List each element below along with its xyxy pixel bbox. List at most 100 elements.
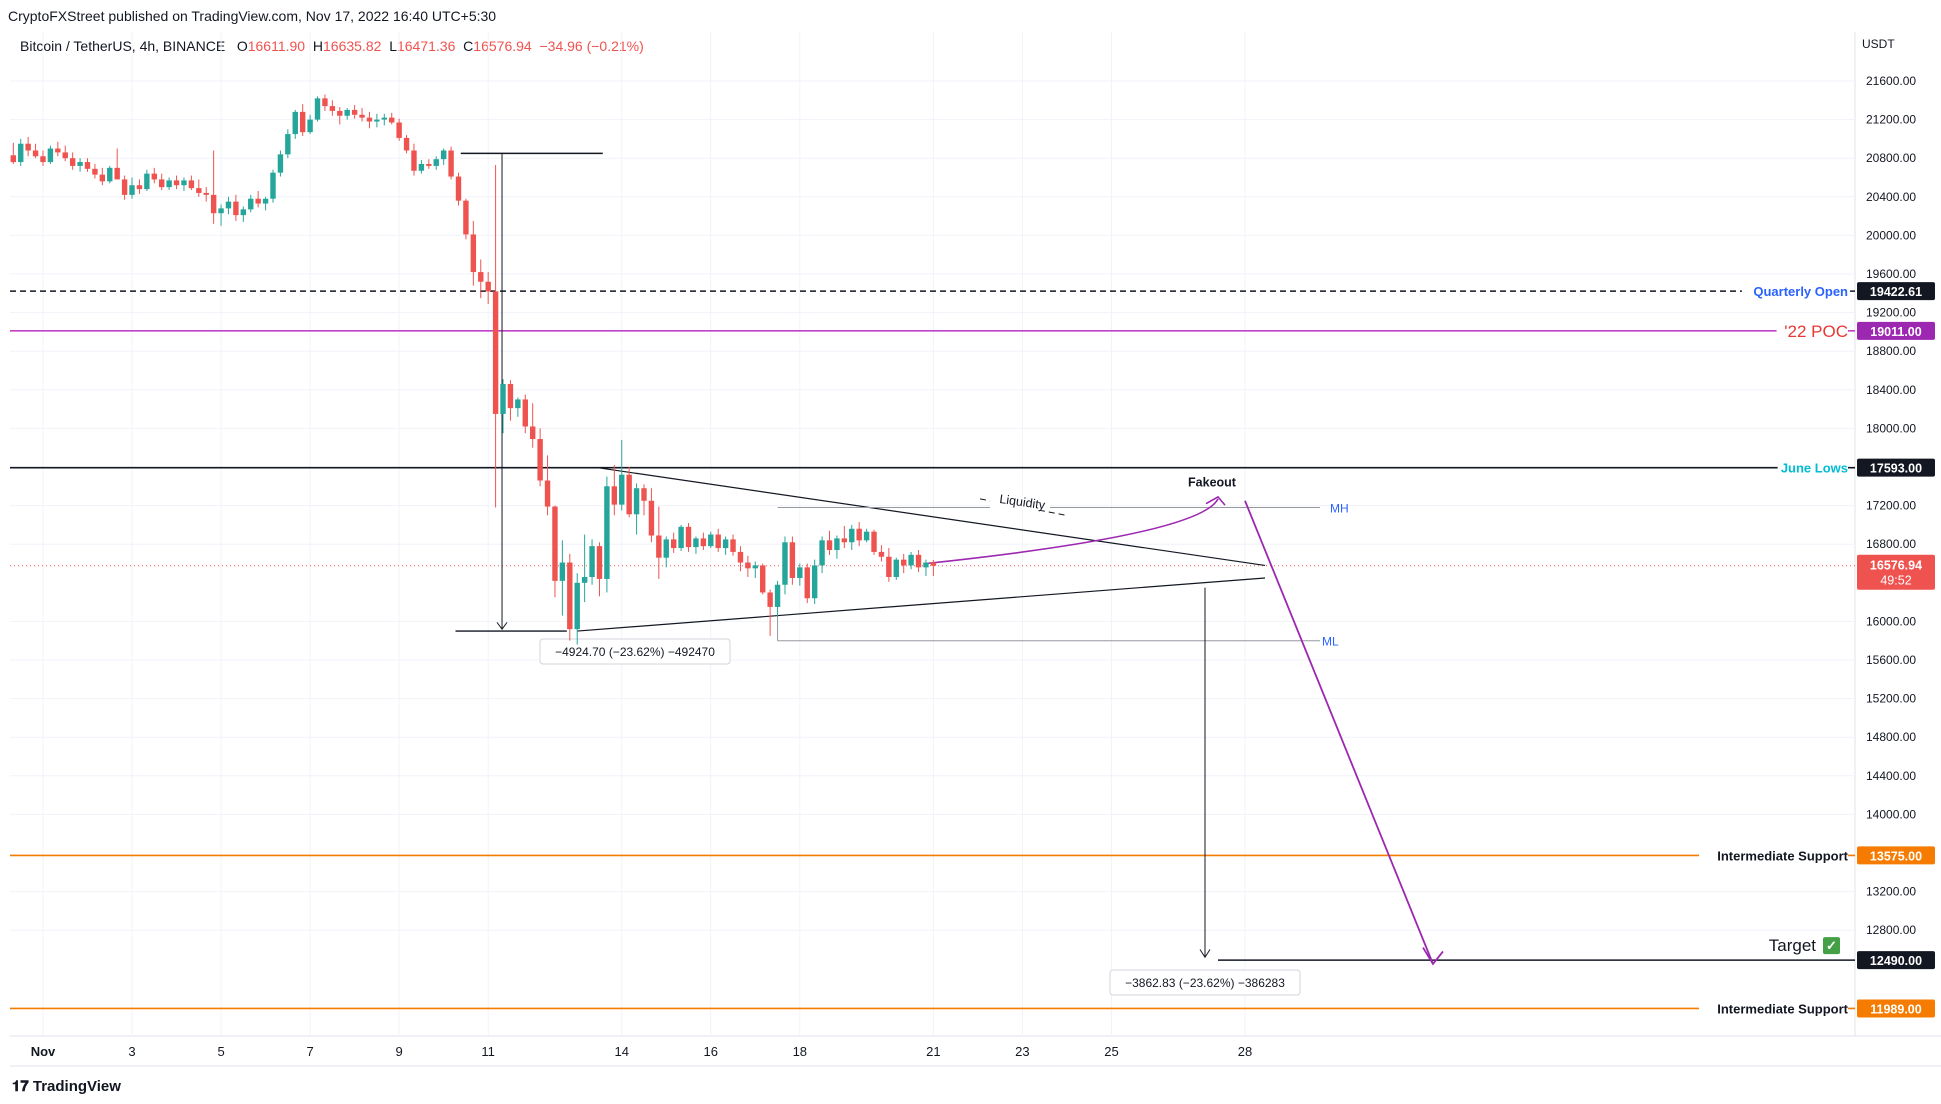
candle-body [901,559,907,566]
candle-body [478,272,484,282]
candle-body [69,158,76,166]
price-badge [1857,282,1935,301]
candle-body [767,592,773,607]
price-badge [1857,951,1935,970]
candle-body [633,488,640,515]
y-tick-label: 16800.00 [1866,537,1916,551]
measure1-text: −4924.70 (−23.62%) −492470 [555,645,715,659]
candle-body [515,399,521,409]
candle-body [819,540,825,566]
candle-body [337,110,343,116]
candle-body [181,180,187,186]
candle-body [344,109,350,116]
x-tick-label: 9 [396,1044,403,1059]
candle-body [567,562,573,630]
y-tick-label: 15600.00 [1866,653,1916,667]
candle-body [604,486,610,579]
candle-body [329,106,336,111]
candle-body [366,117,373,122]
key-levels [10,290,1855,1010]
measure2-arrowhead [1199,949,1211,959]
y-tick-label: 21600.00 [1866,74,1916,88]
candle-body [811,565,818,599]
level-labels: 19422.61 Quarterly Open 19011.00 '22 POC 175… [1699,282,1935,1018]
price-axis: USDT 21600.00 21200.00 20800.00 20400.00 2000… [1862,37,1916,937]
publisher-header: CryptoFXStreet published on TradingView.… [8,8,497,24]
candle-body [99,174,106,182]
mh-label: MH [1330,502,1349,516]
candle-body [381,117,387,120]
candle-body [25,143,31,151]
tradingview-logo[interactable]: 𝟏𝟕 TradingView [12,1078,121,1095]
price-badge [1857,458,1935,477]
level-label: Target [1769,936,1817,955]
open-label: O [236,38,248,54]
y-tick-label: 12800.00 [1866,923,1916,937]
measure1-box [539,638,731,665]
candle-body [233,201,239,216]
grid-lines [10,32,1941,1067]
candle-body [871,531,877,552]
high-label: H [312,38,323,54]
level-label: Quarterly Open [1753,284,1848,299]
candle-body [277,154,284,173]
y-tick-label: 20000.00 [1866,228,1916,242]
y-tick-label: 18000.00 [1866,421,1916,435]
candle-body [656,535,662,558]
y-tick-label: 14000.00 [1866,807,1916,821]
level-label: June Lows [1781,461,1848,476]
candle-body [915,554,922,568]
y-tick-label: 13200.00 [1866,885,1916,899]
current-price-text: 16576.94 [1870,559,1922,573]
price-badge [1857,846,1935,865]
candle-body [774,584,781,607]
candle-body [396,122,402,138]
candle-body [203,192,209,195]
current-price-badge [1857,554,1935,590]
x-tick-label: 18 [793,1044,807,1059]
low-label: L [389,38,397,54]
candle-body [270,172,276,199]
candle-body [908,554,914,566]
y-tick-label: 19600.00 [1866,267,1916,281]
candle-body [322,98,328,107]
candle-body [166,180,172,188]
candle-body [782,542,788,585]
y-tick-label: 18800.00 [1866,344,1916,358]
candle-body [411,150,417,171]
candle-body [878,551,885,557]
symbol-label[interactable]: Bitcoin / TetherUS, 4h, BINANCE [20,38,226,54]
candle-body [826,540,833,550]
candle-body [448,150,454,177]
price-badge-text: 11989.00 [1870,1002,1921,1016]
y-tick-label: 21200.00 [1866,113,1916,127]
target-check-icon [1823,937,1840,955]
candle-body [722,539,729,549]
candle-body [619,474,625,505]
currency-label: USDT [1862,37,1895,51]
triangle-upper [599,467,1266,567]
x-tick-label: Nov [31,1044,56,1059]
candle-body [856,528,862,541]
target-check-glyph: ✓ [1826,938,1837,953]
price-badge-text: 19422.61 [1870,285,1922,299]
candle-body [403,137,410,151]
candle-body [92,168,98,175]
candle-body [218,208,224,214]
open-value: 16611.90 [247,38,306,54]
candle-body [507,384,514,409]
x-tick-label: 11 [481,1044,495,1059]
y-tick-label: 15200.00 [1866,692,1916,706]
candle-body [863,531,870,541]
candle-body [240,209,247,216]
time-axis: 30Nov35791114161821232528 [31,1044,1253,1059]
level-label: Intermediate Support [1717,1001,1848,1016]
logo-icon: 𝟏𝟕 [12,1078,29,1095]
x-tick-label: 5 [217,1044,224,1059]
candle-body [225,201,232,209]
candle-body [173,180,180,186]
y-tick-label: 19200.00 [1866,306,1916,320]
level-label-bg [1699,1000,1848,1018]
candle-body [426,163,432,166]
